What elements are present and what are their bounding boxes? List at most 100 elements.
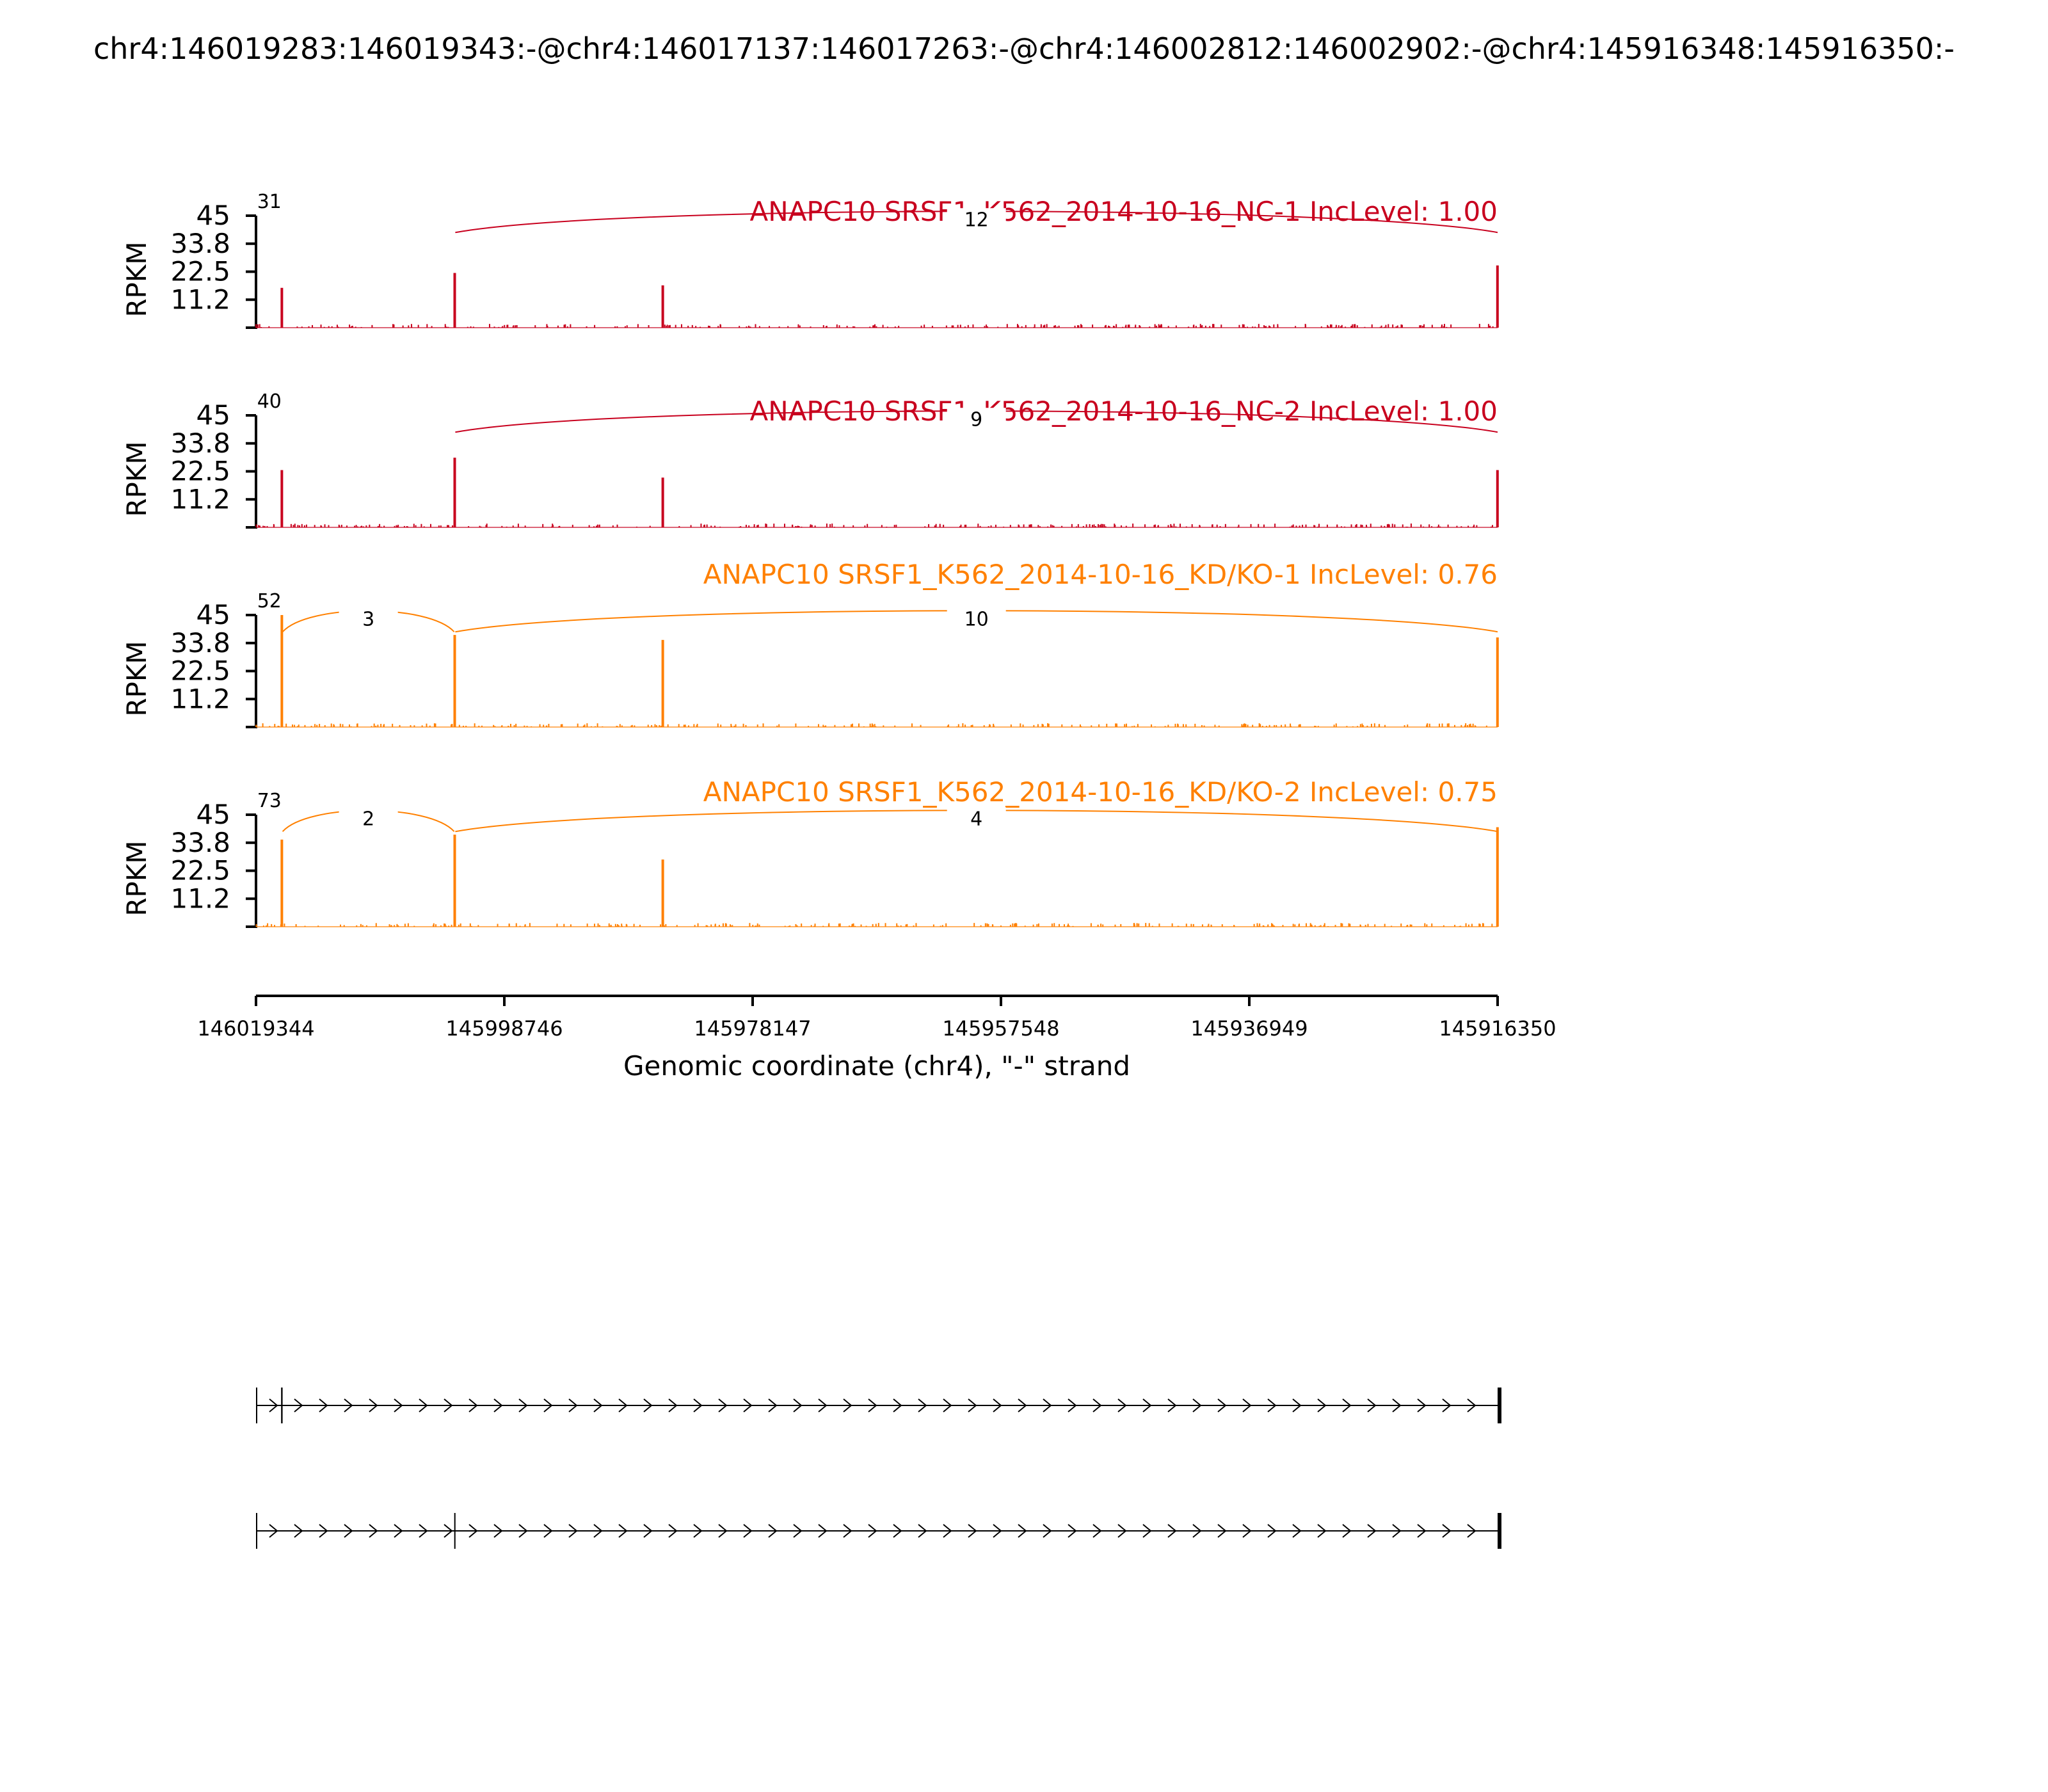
strand-chevron xyxy=(369,1398,378,1412)
strand-chevron xyxy=(893,1524,902,1538)
strand-chevron xyxy=(1043,1398,1052,1412)
panel-title: ANAPC10 SRSF1_K562_2014-10-16_KD/KO-2 In… xyxy=(703,776,1498,808)
strand-chevron xyxy=(1417,1524,1427,1538)
strand-chevron xyxy=(319,1398,328,1412)
strand-chevron xyxy=(344,1398,353,1412)
strand-chevron xyxy=(1317,1524,1327,1538)
strand-chevron xyxy=(1192,1398,1202,1412)
strand-chevron xyxy=(1442,1398,1452,1412)
strand-chevron xyxy=(593,1398,603,1412)
strand-chevron xyxy=(868,1398,877,1412)
junction-label-bg xyxy=(947,408,1006,433)
junction-count-label: 52 xyxy=(257,590,282,612)
strand-chevron xyxy=(668,1398,678,1412)
strand-chevron xyxy=(993,1398,1002,1412)
strand-chevron xyxy=(1018,1398,1027,1412)
strand-chevron xyxy=(419,1524,428,1538)
strand-chevron xyxy=(1292,1398,1302,1412)
figure-suptitle: chr4:146019283:146019343:-@chr4:14601713… xyxy=(93,31,1955,66)
y-tick-label: 45 xyxy=(196,599,230,630)
junction-count-label: 40 xyxy=(257,390,282,413)
junction-label-bg xyxy=(339,807,398,832)
x-tick-label: 145916350 xyxy=(1439,1016,1556,1041)
strand-chevron xyxy=(1342,1398,1352,1412)
strand-chevron xyxy=(319,1524,328,1538)
strand-chevron xyxy=(918,1524,927,1538)
strand-chevron xyxy=(843,1524,852,1538)
x-tick-label: 146019344 xyxy=(197,1016,314,1041)
sashimi-panel: ANAPC10 SRSF1_K562_2014-10-16_KD/KO-1 In… xyxy=(121,559,1499,728)
strand-chevron xyxy=(843,1398,852,1412)
strand-chevron xyxy=(718,1398,728,1412)
strand-chevron xyxy=(768,1524,778,1538)
strand-chevron xyxy=(1167,1524,1177,1538)
junction-count-label: 3 xyxy=(362,608,374,630)
strand-chevron xyxy=(993,1524,1002,1538)
y-tick-label: 11.2 xyxy=(170,683,230,714)
strand-chevron xyxy=(968,1524,977,1538)
strand-chevron xyxy=(1018,1524,1027,1538)
junction-count-label: 73 xyxy=(257,790,282,812)
sashimi-panel: ANAPC10 SRSF1_K562_2014-10-16_KD/KO-2 In… xyxy=(121,776,1499,928)
strand-chevron xyxy=(743,1398,753,1412)
strand-chevron xyxy=(818,1398,828,1412)
strand-chevron xyxy=(294,1524,303,1538)
y-tick-label: 33.8 xyxy=(170,827,230,858)
y-axis-label: RPKM xyxy=(121,241,152,317)
strand-chevron xyxy=(543,1398,553,1412)
strand-chevron xyxy=(1217,1524,1227,1538)
y-tick-label: 45 xyxy=(196,200,230,231)
y-tick-label: 22.5 xyxy=(170,855,230,886)
junction-count-label: 2 xyxy=(362,808,374,830)
x-tick-label: 145978147 xyxy=(694,1016,811,1041)
isoform-tracks xyxy=(256,1388,1501,1549)
strand-chevron xyxy=(618,1398,628,1412)
y-tick-label: 45 xyxy=(196,799,230,830)
strand-chevron xyxy=(618,1524,628,1538)
strand-chevron xyxy=(344,1524,353,1538)
strand-chevron xyxy=(1442,1524,1452,1538)
strand-chevron xyxy=(818,1524,828,1538)
junction-label-bg xyxy=(947,807,1006,832)
strand-chevron xyxy=(1043,1524,1052,1538)
junction-label-bg xyxy=(339,607,398,632)
strand-chevron xyxy=(518,1398,528,1412)
isoform-exon xyxy=(1498,1388,1501,1423)
strand-chevron xyxy=(768,1398,778,1412)
y-axis-label: RPKM xyxy=(121,840,152,916)
junction-count-label: 12 xyxy=(964,209,989,231)
junction-label-bg xyxy=(947,607,1006,632)
strand-chevron xyxy=(1217,1398,1227,1412)
strand-chevron xyxy=(1292,1524,1302,1538)
y-tick-label: 33.8 xyxy=(170,228,230,259)
strand-chevron xyxy=(1467,1398,1476,1412)
strand-chevron xyxy=(1367,1524,1377,1538)
strand-chevron xyxy=(1167,1398,1177,1412)
y-axis-label: RPKM xyxy=(121,641,152,716)
strand-chevron xyxy=(868,1524,877,1538)
strand-chevron xyxy=(918,1398,927,1412)
strand-chevron xyxy=(568,1398,578,1412)
strand-chevron xyxy=(568,1524,578,1538)
strand-chevron xyxy=(793,1524,803,1538)
x-tick-label: 145957548 xyxy=(942,1016,1059,1041)
strand-chevron xyxy=(1092,1398,1102,1412)
strand-chevron xyxy=(1392,1524,1402,1538)
strand-chevron xyxy=(1267,1398,1277,1412)
isoform-exon xyxy=(281,1388,283,1423)
strand-chevron xyxy=(1068,1398,1077,1412)
strand-chevron xyxy=(1117,1398,1127,1412)
strand-chevron xyxy=(1467,1524,1476,1538)
strand-chevron xyxy=(419,1398,428,1412)
y-tick-label: 33.8 xyxy=(170,428,230,459)
junction-count-label: 9 xyxy=(970,408,982,431)
strand-chevron xyxy=(693,1524,703,1538)
y-axis-label: RPKM xyxy=(121,441,152,516)
y-tick-label: 11.2 xyxy=(170,284,230,315)
strand-chevron xyxy=(294,1398,303,1412)
strand-chevron xyxy=(1142,1524,1152,1538)
strand-chevron xyxy=(943,1398,952,1412)
strand-chevron xyxy=(1242,1524,1252,1538)
strand-chevron xyxy=(444,1524,453,1538)
